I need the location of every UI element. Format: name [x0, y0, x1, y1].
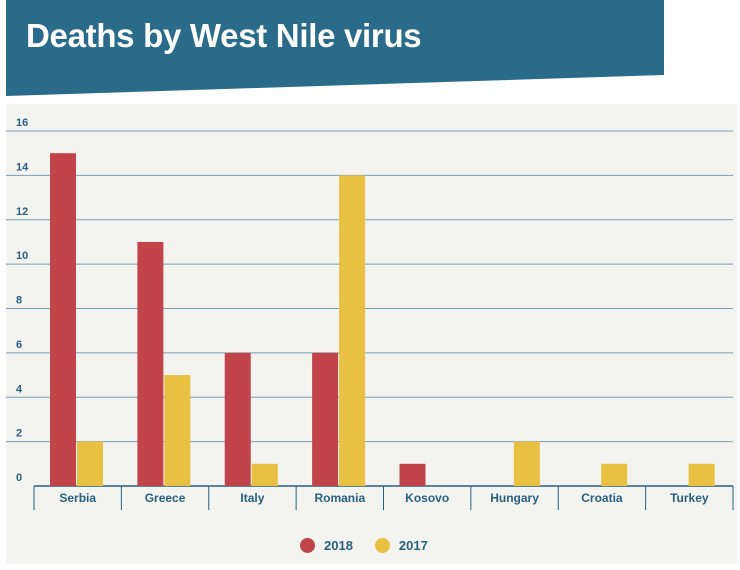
legend-item-2017: 2017 [374, 537, 428, 553]
y-tick-label: 4 [16, 383, 23, 395]
legend-label-2017: 2017 [398, 537, 428, 553]
bar-2017-hungary [513, 441, 540, 486]
bar-2017-romania [339, 175, 366, 486]
bar-2017-turkey [688, 463, 715, 486]
bar-2017-serbia [77, 441, 103, 486]
y-tick-label: 10 [16, 250, 28, 262]
y-tick-label: 8 [16, 295, 22, 307]
y-tick-label: 2 [16, 428, 22, 440]
bar-2018-kosovo [399, 463, 426, 486]
banner-shape [6, 0, 664, 96]
x-tick-label: Kosovo [405, 491, 449, 505]
y-tick-label: 16 [16, 117, 28, 129]
x-tick-label: Croatia [581, 491, 623, 505]
legend-label-2018: 2018 [324, 537, 353, 553]
bar-2017-croatia [601, 463, 628, 486]
x-tick-label: Italy [240, 491, 264, 505]
y-tick-label: 0 [16, 472, 22, 484]
bar-2018-romania [312, 352, 339, 486]
bar-2018-greece [137, 241, 164, 486]
x-tick-label: Serbia [59, 491, 96, 505]
bar-2017-italy [251, 463, 278, 486]
x-tick-label: Hungary [490, 491, 539, 505]
x-tick-label: Greece [145, 491, 186, 505]
bar-2018-serbia [50, 153, 76, 486]
title-banner: Deaths by West Nile virus [0, 0, 740, 100]
y-tick-label: 6 [16, 339, 22, 351]
bar-2018-italy [224, 352, 251, 486]
y-tick-label: 14 [16, 161, 29, 173]
chart-panel [6, 104, 737, 564]
legend-swatch-2017 [374, 537, 390, 553]
chart-legend: 2018 2017 [300, 534, 440, 556]
y-tick-label: 12 [16, 206, 28, 218]
page-title: Deaths by West Nile virus [26, 17, 422, 54]
x-tick-label: Romania [314, 491, 365, 505]
legend-item-2018: 2018 [300, 537, 353, 553]
bar-2017-greece [164, 375, 191, 486]
x-tick-label: Turkey [670, 491, 709, 505]
legend-swatch-2018 [300, 537, 315, 553]
